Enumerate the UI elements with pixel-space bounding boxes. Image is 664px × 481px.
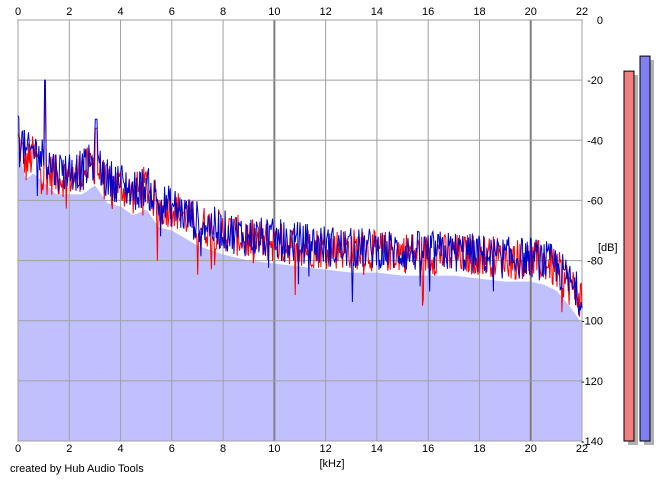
series-line bbox=[17, 88, 583, 317]
y-axis-label: [dB] bbox=[598, 242, 618, 254]
y-tick-label: -120 bbox=[581, 376, 603, 388]
y-tick-label: -60 bbox=[587, 195, 603, 207]
x-tick-label: 4 bbox=[117, 443, 123, 455]
x-axis-label: [kHz] bbox=[319, 458, 344, 470]
level-meter-bar bbox=[639, 55, 651, 442]
y-tick-label: 0 bbox=[597, 15, 603, 27]
x-tick-label: 10 bbox=[268, 443, 280, 455]
x-tick-label: 14 bbox=[371, 443, 383, 455]
x-tick-label: 14 bbox=[371, 6, 383, 18]
x-tick-label: 16 bbox=[422, 443, 434, 455]
spectrum-series bbox=[17, 79, 583, 317]
x-tick-label: 2 bbox=[66, 443, 72, 455]
y-tick-label: -40 bbox=[587, 135, 603, 147]
y-tick-label: -20 bbox=[587, 75, 603, 87]
x-tick-label: 4 bbox=[117, 6, 123, 18]
credit-text: created by Hub Audio Tools bbox=[10, 463, 144, 475]
y-axis-right: 0 -20 -40 -60 -80 -100 -120 -140 bbox=[581, 15, 603, 448]
level-meter-bar bbox=[623, 70, 635, 442]
x-tick-label: 16 bbox=[422, 6, 434, 18]
y-tick-label: -140 bbox=[581, 436, 603, 448]
series-line bbox=[17, 79, 583, 316]
x-tick-label: 0 bbox=[15, 443, 21, 455]
y-tick-label: -100 bbox=[581, 316, 603, 328]
spectrum-fill bbox=[18, 149, 582, 442]
x-tick-label: 6 bbox=[169, 6, 175, 18]
x-tick-label: 6 bbox=[169, 443, 175, 455]
level-meters bbox=[623, 55, 654, 445]
x-tick-label: 20 bbox=[525, 443, 537, 455]
x-tick-label: 22 bbox=[576, 443, 588, 455]
x-tick-label: 8 bbox=[220, 6, 226, 18]
y-tick-label: -80 bbox=[587, 256, 603, 268]
x-tick-label: 2 bbox=[66, 6, 72, 18]
x-tick-label: 12 bbox=[320, 443, 332, 455]
x-tick-label: 18 bbox=[473, 443, 485, 455]
x-tick-label: 22 bbox=[576, 6, 588, 18]
x-tick-label: 12 bbox=[320, 6, 332, 18]
x-tick-label: 0 bbox=[15, 6, 21, 18]
x-tick-label: 20 bbox=[525, 6, 537, 18]
x-tick-label: 18 bbox=[473, 6, 485, 18]
x-tick-label: 8 bbox=[220, 443, 226, 455]
x-tick-label: 10 bbox=[268, 6, 280, 18]
grid bbox=[17, 19, 583, 442]
spectrum-area bbox=[18, 149, 582, 442]
x-axis-bottom: 0 2 4 6 8 10 12 14 16 18 20 22 bbox=[15, 443, 588, 455]
x-axis-top: 0 2 4 6 8 10 12 14 16 18 20 22 bbox=[15, 6, 588, 18]
